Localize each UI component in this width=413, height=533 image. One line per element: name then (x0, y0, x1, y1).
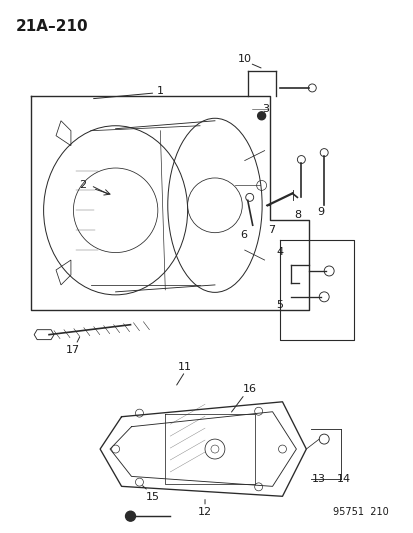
Circle shape (257, 112, 265, 120)
Text: 21A–210: 21A–210 (15, 19, 88, 34)
Text: 16: 16 (242, 384, 256, 394)
Text: 3: 3 (261, 104, 268, 114)
Text: 8: 8 (293, 210, 300, 220)
Text: 2: 2 (79, 181, 86, 190)
Text: 12: 12 (197, 507, 211, 516)
Text: 17: 17 (66, 344, 80, 354)
Text: 6: 6 (240, 230, 247, 240)
Text: 9: 9 (317, 207, 324, 217)
Text: 14: 14 (336, 474, 350, 484)
Circle shape (125, 511, 135, 521)
Text: 7: 7 (267, 225, 275, 235)
Text: 11: 11 (178, 362, 192, 373)
Text: 10: 10 (237, 54, 251, 64)
Text: 13: 13 (311, 474, 325, 484)
Text: 4: 4 (275, 247, 282, 257)
Text: 15: 15 (145, 492, 159, 502)
Text: 5: 5 (275, 300, 282, 310)
Text: 1: 1 (157, 86, 164, 96)
Text: 95751  210: 95751 210 (332, 507, 388, 516)
